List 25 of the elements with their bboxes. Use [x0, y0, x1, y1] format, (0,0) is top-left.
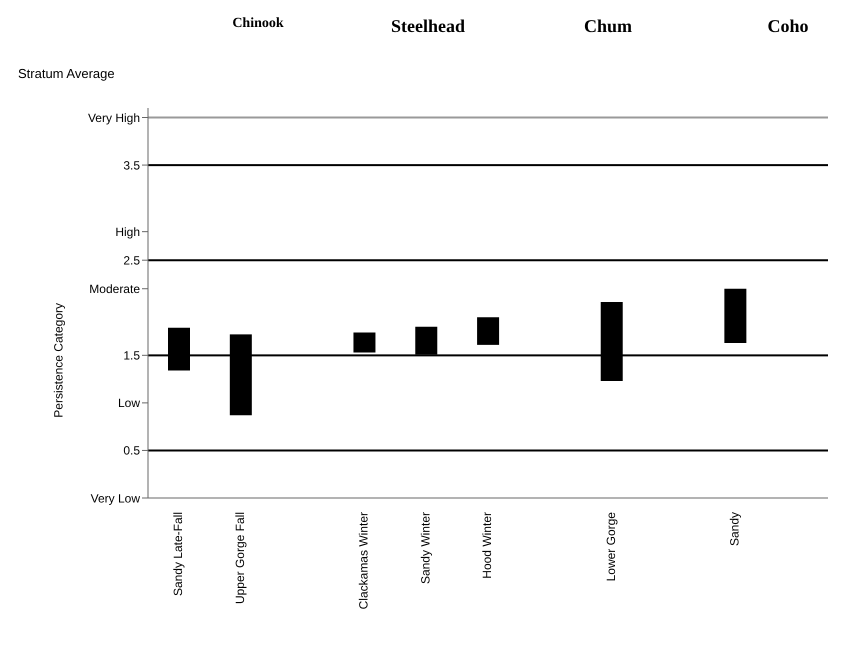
- y-tick-label: 3.5: [123, 158, 140, 172]
- y-tick-label: Very High: [88, 110, 140, 125]
- x-tick-label: Sandy: [727, 512, 742, 546]
- bar: [724, 288, 746, 343]
- x-tick-label: Clackamas Winter: [356, 512, 371, 610]
- bar: [353, 332, 376, 352]
- y-tick-label: High: [115, 224, 140, 239]
- bar: [477, 317, 500, 345]
- text: Steelhead: [390, 16, 466, 37]
- text: Chum: [582, 16, 633, 37]
- x-tick-label: Lower Gorge: [604, 512, 618, 582]
- text: Coho: [766, 16, 810, 37]
- y-tick-label: 2.5: [123, 253, 140, 268]
- x-tick-label: Sandy Late-Fall: [171, 512, 186, 596]
- y-tick-label: Very Low: [90, 491, 140, 506]
- x-tick-label: Sandy Winter: [418, 512, 432, 584]
- y-tick-label: Moderate: [89, 282, 140, 296]
- chart-title: Stratum Average: [18, 66, 115, 81]
- y-tick-label: 0.5: [123, 444, 140, 458]
- y-tick-label: 1.5: [123, 348, 140, 363]
- y-axis-title: Persistence Category: [51, 303, 66, 418]
- x-tick-label: Upper Gorge Fall: [232, 512, 247, 604]
- y-tick-label: Low: [118, 396, 140, 410]
- text: Chinook: [231, 16, 285, 32]
- x-tick-label: Hood Winter: [480, 512, 494, 579]
